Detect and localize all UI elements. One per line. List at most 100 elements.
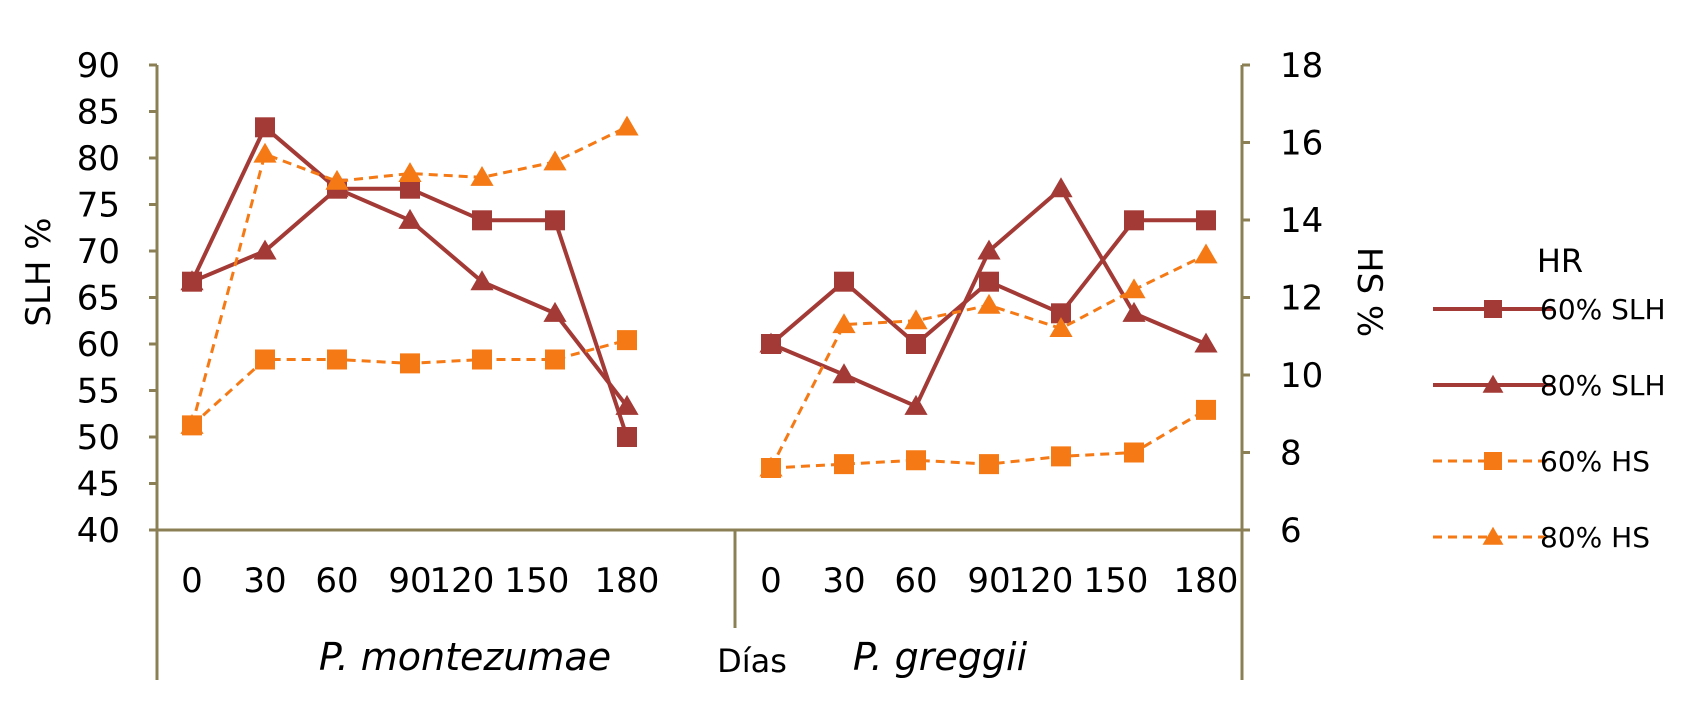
x-tick-label: 60 (894, 561, 937, 601)
data-point-marker (327, 349, 347, 370)
data-point-marker (1482, 374, 1504, 393)
x-tick-label: 30 (243, 561, 286, 601)
data-point-marker (545, 210, 565, 231)
data-point-marker (832, 313, 856, 334)
data-point-marker (834, 454, 854, 475)
data-point-marker (470, 165, 494, 186)
data-point-marker (1196, 210, 1216, 231)
series-60-slh (182, 117, 1216, 447)
legend: HR 60% SLH 80% SLH 60% HS 80% HS (1433, 242, 1666, 554)
y-left-tick-label: 65 (77, 279, 120, 319)
y-left-tick-label: 85 (77, 93, 120, 133)
legend-item: 60% HS (1433, 445, 1650, 478)
data-point-marker (1049, 177, 1073, 198)
series-layer (180, 115, 1218, 478)
data-point-marker (325, 169, 349, 190)
data-point-marker (400, 353, 420, 374)
y-right-tick-label: 12 (1280, 279, 1323, 319)
data-point-marker (1122, 278, 1146, 299)
y-axis-right-title: HS % (1349, 247, 1389, 337)
legend-label: 80% HS (1540, 521, 1650, 554)
data-point-marker (834, 271, 854, 292)
group-label-greggii: P. greggii (853, 635, 1028, 679)
data-point-marker (1124, 210, 1144, 231)
data-point-marker (906, 334, 926, 354)
x-tick-label: 180 (1174, 561, 1239, 601)
x-tick-label: 120 (430, 561, 495, 601)
data-point-marker (759, 456, 783, 477)
legend-item: 80% HS (1433, 521, 1650, 554)
data-point-marker (470, 270, 494, 291)
data-point-marker (255, 349, 275, 370)
x-tick-label: 60 (315, 561, 358, 601)
y-left-tick-label: 90 (77, 46, 120, 86)
data-point-marker (617, 427, 637, 447)
y-axis-left-title: SLH % (19, 217, 59, 326)
data-point-marker (253, 239, 277, 260)
data-point-marker (1482, 526, 1504, 545)
y-right-tick-label: 10 (1280, 356, 1323, 396)
series-80-hs (180, 115, 1218, 477)
data-point-marker (1124, 442, 1144, 463)
data-point-marker (398, 208, 422, 229)
data-point-marker (545, 349, 565, 370)
y-left-tick-label: 45 (77, 465, 120, 505)
y-left-tick-label: 55 (77, 372, 120, 412)
x-tick-label: 120 (1009, 561, 1074, 601)
data-point-marker (1049, 317, 1073, 338)
data-point-marker (472, 349, 492, 370)
legend-title: HR (1537, 242, 1583, 280)
data-point-marker (1196, 399, 1216, 420)
data-point-marker (759, 332, 783, 353)
group-label-montezumae: P. montezumae (319, 635, 611, 679)
x-tick-label: 180 (595, 561, 660, 601)
data-point-marker (615, 394, 639, 415)
y-right-tick-label: 14 (1280, 201, 1323, 241)
x-tick-label: 0 (760, 561, 782, 601)
data-point-marker (1484, 300, 1502, 318)
data-point-marker (253, 142, 277, 163)
y-right-tick-label: 6 (1280, 511, 1302, 551)
data-point-marker (617, 330, 637, 351)
data-point-marker (1194, 243, 1218, 264)
y-left-tick-label: 50 (77, 418, 120, 458)
data-point-marker (1484, 452, 1502, 470)
x-tick-label: 90 (967, 561, 1010, 601)
x-tick-label: 150 (1084, 561, 1149, 601)
data-point-marker (472, 210, 492, 231)
x-tick-label: 30 (822, 561, 865, 601)
data-point-marker (543, 150, 567, 171)
data-point-marker (255, 117, 275, 138)
x-tick-label: 150 (505, 561, 570, 601)
legend-items: 60% SLH 80% SLH 60% HS 80% HS (1433, 293, 1666, 554)
legend-label: 80% SLH (1540, 369, 1666, 402)
y-left-tick-label: 75 (77, 186, 120, 226)
data-point-marker (543, 301, 567, 322)
data-point-marker (398, 162, 422, 183)
data-point-marker (1051, 303, 1071, 324)
data-point-marker (904, 309, 928, 330)
y-right-tick-label: 8 (1280, 434, 1302, 474)
data-point-marker (1194, 332, 1218, 353)
y-left-tick-label: 70 (77, 232, 120, 272)
data-point-marker (1051, 446, 1071, 467)
series-60-hs (182, 330, 1216, 478)
data-point-marker (977, 239, 1001, 260)
legend-item: 60% SLH (1433, 293, 1666, 326)
y-right-tick-label: 18 (1280, 46, 1323, 86)
series-80-slh (180, 177, 1218, 415)
data-point-marker (400, 178, 420, 199)
data-point-marker (979, 454, 999, 475)
data-point-marker (832, 363, 856, 384)
data-point-marker (979, 271, 999, 292)
x-tick-label: 0 (181, 561, 203, 601)
x-axis-title: Días (717, 642, 787, 680)
data-point-marker (180, 413, 204, 434)
legend-item: 80% SLH (1433, 369, 1666, 402)
data-point-marker (1122, 301, 1146, 322)
y-left-tick-label: 60 (77, 325, 120, 365)
data-point-marker (615, 115, 639, 136)
data-point-marker (904, 394, 928, 415)
